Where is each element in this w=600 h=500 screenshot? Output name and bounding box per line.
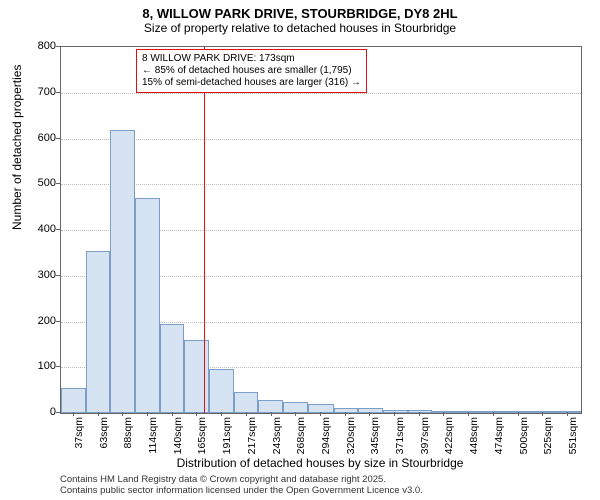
histogram-bar xyxy=(383,410,408,413)
y-tick-label: 400 xyxy=(38,223,56,235)
y-axis-label: Number of detached properties xyxy=(10,65,24,230)
x-tick-label: 165sqm xyxy=(196,417,208,465)
x-tick-label: 551sqm xyxy=(567,417,579,465)
histogram-bar xyxy=(160,324,184,413)
footer-line-2: Contains public sector information licen… xyxy=(60,485,423,496)
y-tick-label: 500 xyxy=(38,177,56,189)
y-tick-label: 700 xyxy=(38,86,56,98)
x-tick-label: 88sqm xyxy=(122,417,134,465)
plot-area: 8 WILLOW PARK DRIVE: 173sqm← 85% of deta… xyxy=(60,46,582,414)
x-tick-mark xyxy=(542,412,543,416)
y-tick-mark xyxy=(56,229,60,230)
x-tick-label: 397sqm xyxy=(419,417,431,465)
x-tick-label: 268sqm xyxy=(295,417,307,465)
histogram-bar xyxy=(531,411,556,413)
x-tick-mark xyxy=(567,412,568,416)
x-tick-label: 422sqm xyxy=(443,417,455,465)
x-tick-mark xyxy=(196,412,197,416)
x-tick-mark xyxy=(468,412,469,416)
chart-footer: Contains HM Land Registry data © Crown c… xyxy=(60,474,423,496)
y-tick-mark xyxy=(56,275,60,276)
x-tick-label: 63sqm xyxy=(98,417,110,465)
x-tick-mark xyxy=(147,412,148,416)
y-tick-mark xyxy=(56,138,60,139)
x-tick-mark xyxy=(271,412,272,416)
x-tick-label: 371sqm xyxy=(394,417,406,465)
x-tick-mark xyxy=(345,412,346,416)
y-tick-label: 300 xyxy=(38,269,56,281)
info-line: ← 85% of detached houses are smaller (1,… xyxy=(142,65,361,77)
x-tick-mark xyxy=(369,412,370,416)
x-tick-mark xyxy=(295,412,296,416)
x-tick-mark xyxy=(320,412,321,416)
x-tick-mark xyxy=(518,412,519,416)
x-tick-label: 37sqm xyxy=(73,417,85,465)
x-tick-label: 140sqm xyxy=(172,417,184,465)
y-tick-mark xyxy=(56,321,60,322)
histogram-bar xyxy=(184,340,209,413)
footer-line-1: Contains HM Land Registry data © Crown c… xyxy=(60,474,423,485)
chart-title: 8, WILLOW PARK DRIVE, STOURBRIDGE, DY8 2… xyxy=(0,0,600,21)
x-tick-mark xyxy=(419,412,420,416)
x-tick-label: 345sqm xyxy=(369,417,381,465)
histogram-bar xyxy=(283,402,308,413)
x-tick-mark xyxy=(394,412,395,416)
x-tick-label: 474sqm xyxy=(493,417,505,465)
y-tick-label: 100 xyxy=(38,360,56,372)
x-tick-mark xyxy=(73,412,74,416)
chart-container: 8, WILLOW PARK DRIVE, STOURBRIDGE, DY8 2… xyxy=(0,0,600,500)
y-tick-label: 600 xyxy=(38,132,56,144)
x-tick-label: 294sqm xyxy=(320,417,332,465)
x-tick-label: 191sqm xyxy=(221,417,233,465)
x-tick-label: 525sqm xyxy=(542,417,554,465)
y-tick-label: 800 xyxy=(38,40,56,52)
y-tick-mark xyxy=(56,92,60,93)
gridline xyxy=(61,184,581,185)
x-tick-mark xyxy=(443,412,444,416)
histogram-bar xyxy=(556,411,581,413)
x-tick-label: 500sqm xyxy=(518,417,530,465)
info-line: 8 WILLOW PARK DRIVE: 173sqm xyxy=(142,53,361,65)
x-tick-mark xyxy=(221,412,222,416)
x-tick-label: 217sqm xyxy=(246,417,258,465)
x-tick-mark xyxy=(246,412,247,416)
y-tick-label: 200 xyxy=(38,315,56,327)
x-tick-mark xyxy=(122,412,123,416)
x-tick-mark xyxy=(172,412,173,416)
chart-subtitle: Size of property relative to detached ho… xyxy=(0,21,600,35)
y-tick-mark xyxy=(56,46,60,47)
histogram-bar xyxy=(432,411,457,413)
x-tick-label: 320sqm xyxy=(345,417,357,465)
info-line: 15% of semi-detached houses are larger (… xyxy=(142,77,361,89)
x-tick-mark xyxy=(98,412,99,416)
y-tick-mark xyxy=(56,366,60,367)
x-tick-label: 114sqm xyxy=(147,417,159,465)
info-box: 8 WILLOW PARK DRIVE: 173sqm← 85% of deta… xyxy=(136,49,367,93)
property-marker-line xyxy=(204,47,205,413)
histogram-bar xyxy=(110,130,135,413)
histogram-bar xyxy=(86,251,110,413)
histogram-bar xyxy=(61,388,86,413)
y-tick-mark xyxy=(56,412,60,413)
histogram-bar xyxy=(457,411,482,413)
histogram-bar xyxy=(135,198,160,413)
x-tick-mark xyxy=(493,412,494,416)
y-tick-mark xyxy=(56,183,60,184)
x-tick-label: 243sqm xyxy=(271,417,283,465)
gridline xyxy=(61,139,581,140)
histogram-bar xyxy=(234,392,258,413)
x-tick-label: 448sqm xyxy=(468,417,480,465)
histogram-bar xyxy=(209,369,234,413)
